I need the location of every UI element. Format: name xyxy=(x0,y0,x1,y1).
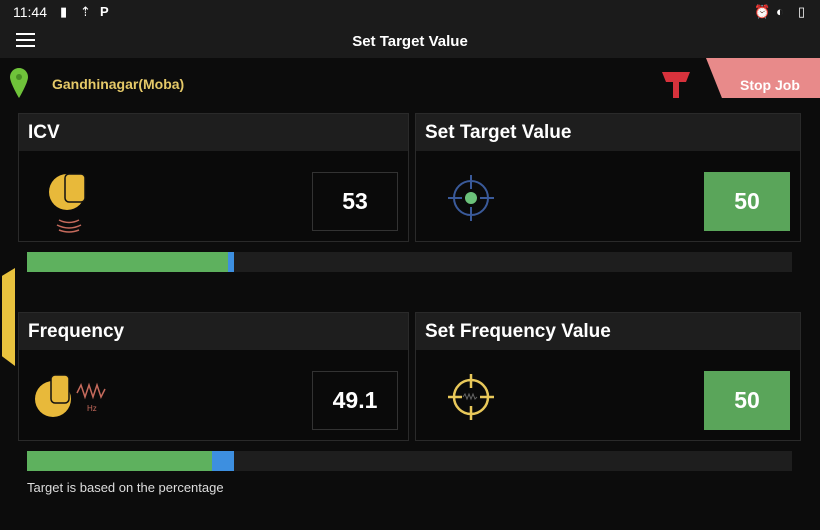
set-target-title: Set Target Value xyxy=(416,114,800,151)
frequency-card: Frequency Hz 49.1 xyxy=(18,312,409,441)
frequency-progress-bar xyxy=(27,451,792,471)
roller-compactor-icon xyxy=(49,173,86,233)
status-bar: 11:44 ▮ ⇡ P ⏰ ◐ ▯ xyxy=(0,0,820,24)
file-icon: ▮ xyxy=(60,4,68,19)
target-note: Target is based on the percentage xyxy=(27,480,224,495)
icv-progress-marker xyxy=(227,252,234,272)
set-target-value[interactable]: 50 xyxy=(704,172,790,231)
clock: 11:44 xyxy=(13,4,47,20)
frequency-progress-fill xyxy=(27,451,212,471)
icv-progress-fill xyxy=(27,252,228,272)
frequency-progress-marker xyxy=(211,451,234,471)
frequency-target-icon xyxy=(448,374,494,420)
icv-card: ICV 53 xyxy=(18,113,409,242)
app-bar: Set Target Value xyxy=(0,24,820,58)
icv-title: ICV xyxy=(19,114,408,151)
filter-icon[interactable] xyxy=(660,68,692,100)
p-app-icon: P xyxy=(100,4,109,19)
set-frequency-value[interactable]: 50 xyxy=(704,371,790,430)
set-frequency-title: Set Frequency Value xyxy=(416,313,800,350)
page-title: Set Target Value xyxy=(352,33,468,50)
set-target-card: Set Target Value 50 xyxy=(415,113,801,242)
location-name: Gandhinagar(Moba) xyxy=(52,76,185,92)
menu-icon[interactable] xyxy=(16,33,35,47)
side-drawer-handle[interactable] xyxy=(2,268,15,366)
frequency-value: 49.1 xyxy=(312,371,398,430)
upload-icon: ⇡ xyxy=(80,4,91,19)
icv-value: 53 xyxy=(312,172,398,231)
target-crosshair-icon xyxy=(448,175,494,221)
battery-icon: ▯ xyxy=(798,4,806,19)
alarm-icon: ⏰ xyxy=(754,4,771,19)
icv-progress-bar xyxy=(27,252,792,272)
vibrate-icon: ◐ xyxy=(776,4,784,19)
hz-label: Hz xyxy=(87,404,97,413)
set-frequency-card: Set Frequency Value 50 xyxy=(415,312,801,441)
frequency-title: Frequency xyxy=(19,313,408,350)
stop-job-button[interactable]: Stop Job xyxy=(706,58,820,98)
compactor-frequency-icon: Hz xyxy=(35,374,106,417)
location-pin-icon xyxy=(10,68,28,98)
